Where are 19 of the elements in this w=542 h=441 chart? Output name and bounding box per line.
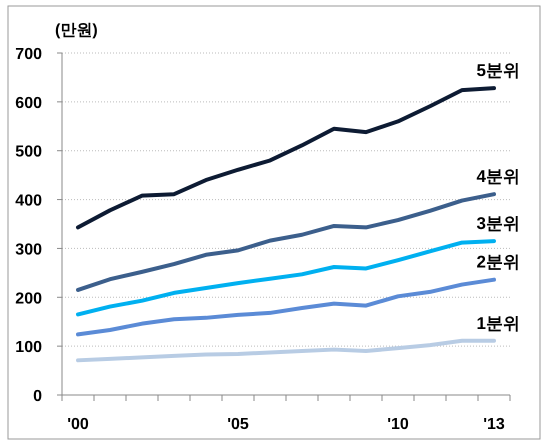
y-tick-label: 400 <box>15 192 42 210</box>
series-label: 4분위 <box>476 167 520 186</box>
x-tick-label: '10 <box>387 416 409 433</box>
y-tick-label: 600 <box>15 94 42 112</box>
x-tick-label: '13 <box>483 416 505 433</box>
y-tick-label: 0 <box>33 388 42 405</box>
y-tick-label: 500 <box>15 144 42 161</box>
x-tick-label: '05 <box>227 416 249 433</box>
y-axis-title: (만원) <box>55 22 98 39</box>
series-label: 1분위 <box>476 314 520 333</box>
series-label: 5분위 <box>476 61 520 80</box>
line-series <box>76 338 496 362</box>
series-label: 2분위 <box>476 252 520 272</box>
y-tick-label: 300 <box>15 241 42 258</box>
y-tick-label: 100 <box>15 339 42 356</box>
series-label: 3분위 <box>476 214 520 234</box>
y-tick-label: 700 <box>15 46 42 63</box>
x-tick-label: '00 <box>67 416 89 433</box>
y-tick-label: 200 <box>15 290 42 308</box>
